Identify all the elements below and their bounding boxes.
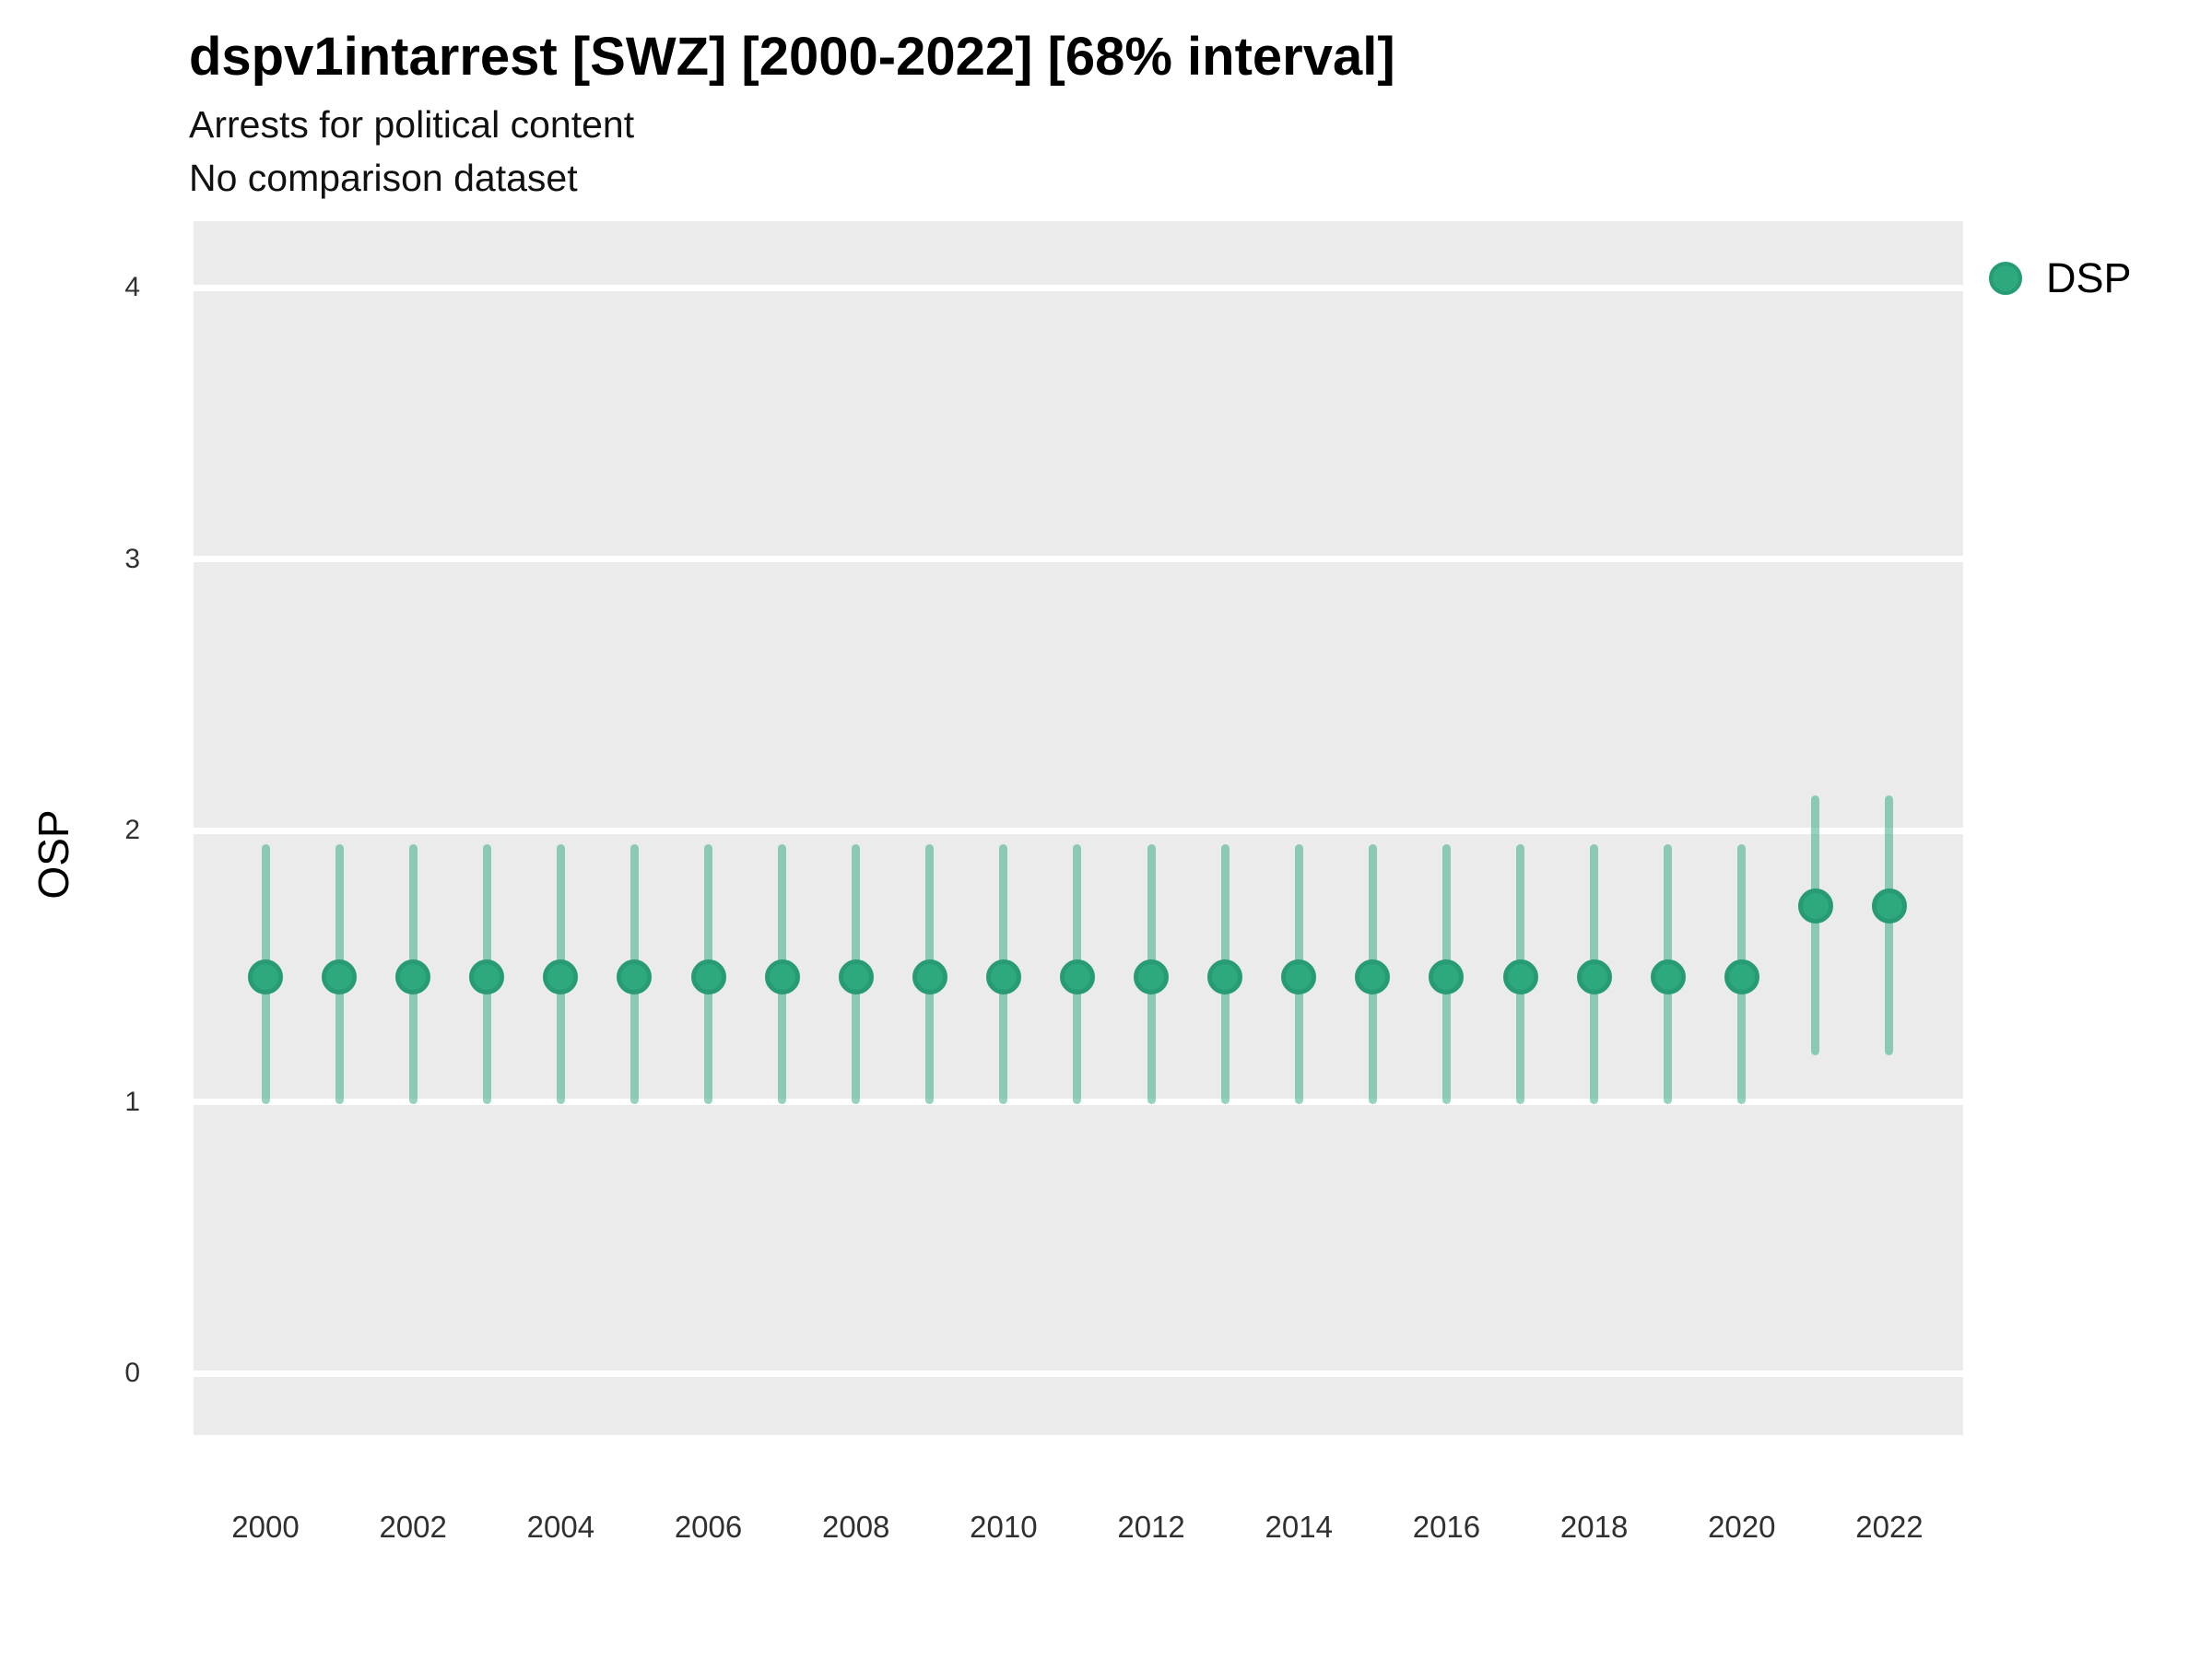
- comparison-note: No comparison dataset: [189, 157, 578, 199]
- y-tick-label: 3: [124, 543, 140, 574]
- error-bar-2021: [1811, 794, 1820, 1056]
- gridline-y-4: [194, 284, 1963, 291]
- x-tick-label: 2020: [1708, 1510, 1776, 1544]
- data-point-2010: [985, 959, 1021, 995]
- data-point-2019: [1650, 959, 1686, 995]
- data-point-2008: [838, 959, 874, 995]
- legend-point-swatch: [1989, 262, 2022, 295]
- x-tick-label: 2000: [231, 1510, 300, 1544]
- data-point-2001: [322, 959, 358, 995]
- data-point-2004: [543, 959, 579, 995]
- y-axis-title: OSP: [29, 809, 77, 900]
- x-tick-label: 2004: [526, 1510, 595, 1544]
- data-point-2000: [248, 959, 283, 995]
- gridline-y-3: [194, 556, 1963, 562]
- plot-panel: [194, 221, 1963, 1435]
- y-tick-label: 4: [124, 272, 140, 302]
- data-point-2015: [1355, 959, 1391, 995]
- gridline-y-0: [194, 1370, 1963, 1377]
- legend: DSP: [1989, 254, 2132, 302]
- x-tick-label: 2018: [1559, 1510, 1629, 1544]
- x-tick-label: 2012: [1117, 1510, 1185, 1544]
- legend-label: DSP: [2046, 254, 2132, 301]
- data-point-2007: [764, 959, 800, 995]
- error-bar-2022: [1885, 794, 1894, 1056]
- data-point-2018: [1576, 959, 1612, 995]
- data-point-2006: [690, 959, 726, 995]
- data-point-2021: [1797, 888, 1833, 924]
- x-tick-label: 2016: [1412, 1510, 1481, 1544]
- gridline-y-2: [194, 827, 1963, 834]
- data-point-2020: [1724, 959, 1759, 995]
- data-point-2013: [1207, 959, 1243, 995]
- data-point-2003: [469, 959, 505, 995]
- data-point-2017: [1502, 959, 1538, 995]
- data-point-2022: [1871, 888, 1907, 924]
- data-point-2012: [1134, 959, 1170, 995]
- y-tick-label: 2: [124, 815, 140, 845]
- x-tick-label: 2014: [1265, 1510, 1333, 1544]
- data-point-2002: [395, 959, 431, 995]
- data-point-2016: [1429, 959, 1465, 995]
- data-point-2009: [912, 959, 947, 995]
- x-tick-label: 2006: [674, 1510, 743, 1544]
- subtitle: Arrests for political content: [189, 103, 635, 146]
- x-tick-label: 2008: [822, 1510, 890, 1544]
- data-point-2014: [1281, 959, 1317, 995]
- page-title: dspv1intarrest [SWZ] [2000-2022] [68% in…: [189, 27, 1395, 87]
- y-tick-label: 0: [124, 1358, 140, 1388]
- data-point-2011: [1059, 959, 1095, 995]
- y-tick-label: 1: [124, 1086, 140, 1117]
- data-point-2005: [617, 959, 653, 995]
- x-tick-label: 2022: [1855, 1510, 1924, 1544]
- x-tick-label: 2002: [379, 1510, 447, 1544]
- x-tick-label: 2010: [970, 1510, 1038, 1544]
